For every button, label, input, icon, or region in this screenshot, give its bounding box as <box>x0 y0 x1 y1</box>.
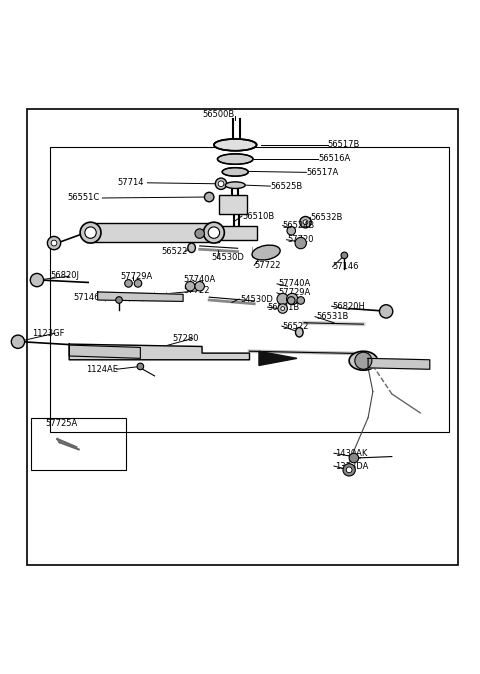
Text: 57146: 57146 <box>333 262 359 271</box>
Circle shape <box>287 226 296 235</box>
Text: 56820J: 56820J <box>50 271 79 280</box>
Bar <box>219 226 257 240</box>
Circle shape <box>185 282 195 291</box>
Text: 57729A: 57729A <box>278 288 310 297</box>
Text: 56522: 56522 <box>162 247 188 256</box>
Text: 56510B: 56510B <box>242 212 275 220</box>
Text: 57720: 57720 <box>288 235 314 244</box>
Circle shape <box>346 467 352 472</box>
Text: 56500B: 56500B <box>203 109 235 119</box>
Circle shape <box>278 304 288 313</box>
Circle shape <box>297 297 304 304</box>
Text: 56551C: 56551C <box>68 193 100 202</box>
Circle shape <box>80 222 101 243</box>
Circle shape <box>281 307 285 311</box>
Circle shape <box>208 227 219 239</box>
Text: 57740A: 57740A <box>278 279 310 288</box>
Circle shape <box>125 280 132 287</box>
Circle shape <box>218 181 224 187</box>
Text: 54530D: 54530D <box>212 253 244 262</box>
Text: 56524B: 56524B <box>283 221 315 230</box>
Text: 57714: 57714 <box>118 179 144 187</box>
Text: 57729A: 57729A <box>120 272 153 281</box>
Text: 56551A: 56551A <box>155 226 187 235</box>
Circle shape <box>343 464 355 476</box>
Circle shape <box>380 305 393 318</box>
Polygon shape <box>368 359 430 369</box>
Text: 1313DA: 1313DA <box>335 462 368 470</box>
Ellipse shape <box>217 154 253 164</box>
Text: 56516A: 56516A <box>318 154 350 163</box>
Text: 54530D: 54530D <box>240 295 273 303</box>
Text: 57725A: 57725A <box>46 419 78 428</box>
Polygon shape <box>259 351 297 365</box>
Circle shape <box>85 227 96 239</box>
Polygon shape <box>69 345 140 359</box>
Circle shape <box>204 192 214 202</box>
Circle shape <box>300 216 311 228</box>
Bar <box>31 418 126 470</box>
Circle shape <box>288 297 295 304</box>
Circle shape <box>30 274 44 286</box>
Bar <box>219 195 247 214</box>
Text: 1123GF: 1123GF <box>32 329 65 338</box>
Ellipse shape <box>225 182 245 189</box>
Ellipse shape <box>296 328 303 337</box>
Circle shape <box>295 237 306 249</box>
Text: 57722: 57722 <box>183 286 210 295</box>
Circle shape <box>134 280 142 287</box>
Text: 56531B: 56531B <box>316 312 348 321</box>
Circle shape <box>116 297 122 303</box>
Circle shape <box>277 293 288 305</box>
Circle shape <box>355 353 372 369</box>
Circle shape <box>287 293 298 305</box>
Text: 57280: 57280 <box>173 334 199 343</box>
Circle shape <box>195 229 204 239</box>
Text: 56820H: 56820H <box>333 302 365 311</box>
Circle shape <box>349 453 359 463</box>
Circle shape <box>51 240 57 246</box>
Polygon shape <box>69 344 250 360</box>
Polygon shape <box>97 292 183 301</box>
Ellipse shape <box>252 245 280 260</box>
Bar <box>86 223 219 242</box>
Circle shape <box>216 178 227 189</box>
Text: 1124AE: 1124AE <box>86 365 118 374</box>
Bar <box>50 147 449 432</box>
Circle shape <box>303 220 308 224</box>
Circle shape <box>204 222 224 243</box>
Text: 56532B: 56532B <box>310 213 343 222</box>
Circle shape <box>48 237 60 249</box>
Ellipse shape <box>214 139 257 151</box>
Ellipse shape <box>222 168 248 176</box>
Text: 56517B: 56517B <box>328 140 360 150</box>
Ellipse shape <box>349 351 378 370</box>
Text: 57146: 57146 <box>73 293 100 302</box>
Circle shape <box>195 282 204 291</box>
Circle shape <box>137 363 144 370</box>
Text: 56521B: 56521B <box>267 303 300 311</box>
Circle shape <box>341 252 348 259</box>
Ellipse shape <box>188 243 195 253</box>
Text: 56522: 56522 <box>283 321 309 330</box>
Text: 57740A: 57740A <box>183 274 216 284</box>
Text: 1430AK: 1430AK <box>335 449 367 458</box>
Text: 56517A: 56517A <box>306 168 339 177</box>
Text: 56525B: 56525B <box>271 181 303 191</box>
Circle shape <box>12 335 24 348</box>
Text: 57722: 57722 <box>254 261 281 270</box>
